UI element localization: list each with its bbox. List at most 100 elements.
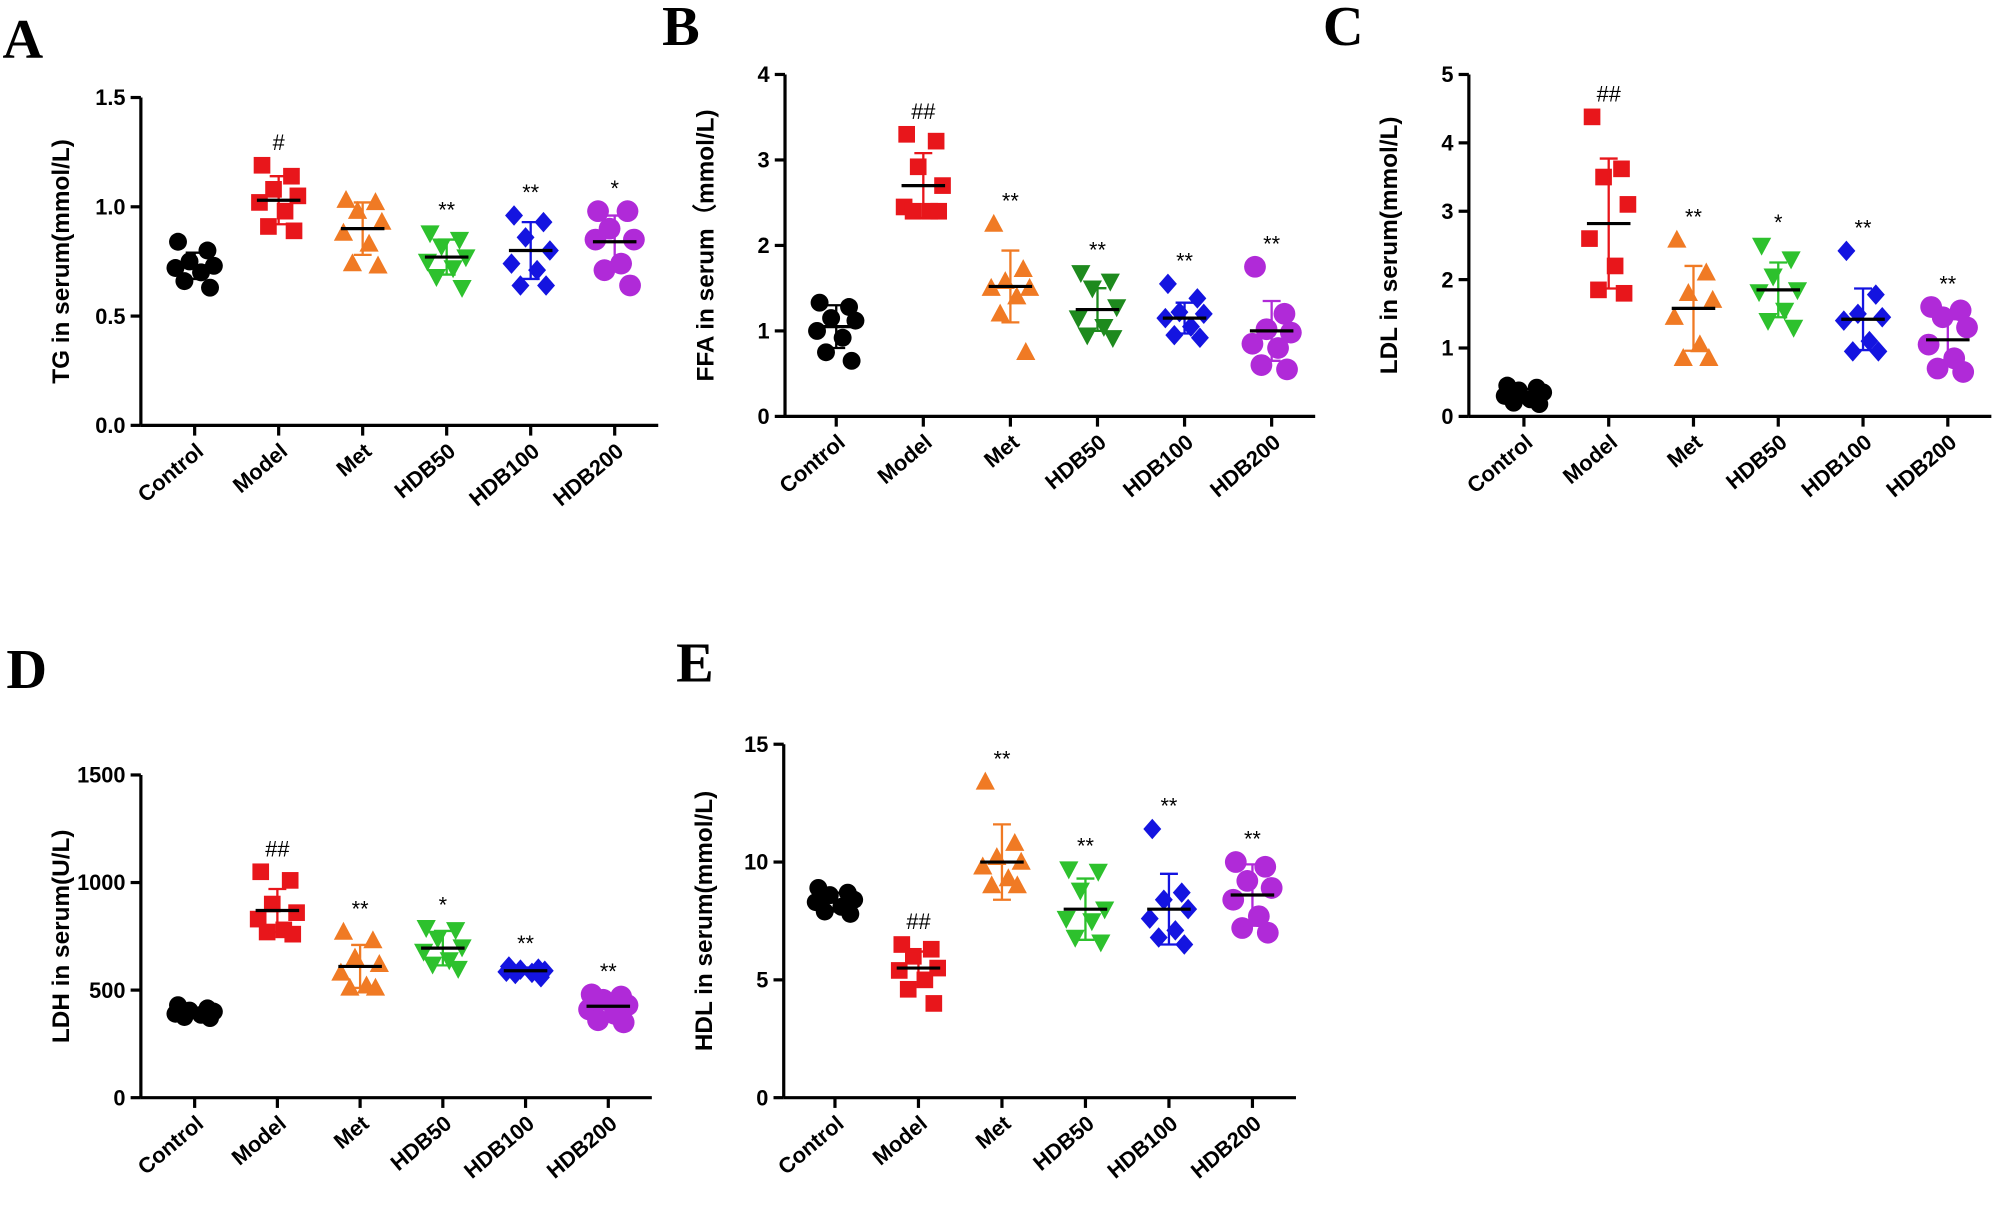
dot (201, 278, 219, 297)
y-axis-label: LDH in serum(U/L) (48, 830, 75, 1044)
y-tick-label: 0 (758, 404, 770, 429)
significance: ** (1685, 205, 1702, 230)
significance: ** (600, 959, 617, 984)
dot (446, 922, 466, 941)
dot (1843, 341, 1862, 362)
dot (365, 192, 386, 211)
dot (1784, 319, 1804, 338)
dot (842, 351, 861, 370)
dot (1149, 927, 1168, 948)
y-tick-label: 1500 (77, 763, 125, 788)
dot (251, 194, 268, 211)
dot (1082, 280, 1102, 299)
significance: ** (438, 198, 455, 223)
dot (1094, 318, 1114, 337)
x-tick-label: Model (227, 1111, 291, 1171)
significance: * (610, 176, 619, 201)
dot (175, 272, 194, 291)
y-tick-label: 2 (758, 233, 770, 258)
dot (166, 259, 185, 277)
dot (365, 977, 386, 996)
panel: C LDL in serum(mmol/L) 0 1 2 3 4 5 Control Model M… (1323, 0, 1992, 502)
dot (416, 920, 436, 938)
dot (276, 202, 294, 220)
dot (982, 875, 1002, 894)
dot (1279, 321, 1302, 344)
y-tick-label: 3 (758, 148, 770, 173)
dot (1088, 863, 1108, 882)
dot (1244, 255, 1266, 278)
dot (584, 228, 607, 251)
dot (1703, 289, 1723, 308)
x-tick-label: HDB200 (542, 1111, 622, 1184)
dot (1949, 299, 1972, 322)
dot (1165, 324, 1184, 346)
y-axis-label: HDL in serum(mmol/L) (691, 791, 718, 1051)
dot (345, 947, 365, 966)
dot (284, 925, 302, 943)
x-tick-label: Control (1462, 429, 1537, 498)
dot (249, 910, 267, 928)
y-tick-label: 500 (89, 978, 125, 1003)
dot (1917, 333, 1940, 356)
dot (1276, 358, 1298, 381)
significance: # (273, 130, 285, 155)
dot (990, 303, 1010, 322)
dot (808, 321, 826, 340)
x-tick-label: Control (773, 1111, 848, 1180)
dot (1590, 281, 1607, 299)
dot (1696, 262, 1716, 281)
dot (331, 962, 351, 981)
dot (593, 259, 616, 282)
dot (1140, 908, 1159, 929)
x-tick-label: Met (979, 429, 1024, 472)
dot (833, 328, 852, 347)
panel: D LDH in serum(U/L) 0 500 1000 1500 Control Mod… (6, 639, 652, 1184)
dot (587, 1009, 609, 1032)
significance: ** (1855, 216, 1872, 241)
dot (1070, 882, 1090, 901)
dot (1873, 306, 1892, 328)
dot (810, 293, 829, 312)
dot (904, 202, 922, 220)
dot (1613, 160, 1630, 178)
significance: ** (1077, 834, 1094, 859)
dot (420, 225, 440, 244)
significance: ** (993, 747, 1010, 772)
dot (1758, 312, 1778, 331)
dot (253, 156, 271, 174)
x-tick-label: HDB200 (548, 438, 628, 511)
significance: ## (265, 836, 289, 861)
x-tick-label: HDB50 (1028, 1111, 1099, 1176)
dot (426, 269, 447, 287)
panel-label: D (6, 639, 47, 701)
dot (1254, 855, 1277, 878)
dot (336, 189, 356, 208)
dot (443, 260, 463, 279)
dot (198, 241, 217, 260)
dot (1065, 929, 1085, 948)
x-tick-label: HDB50 (1721, 429, 1792, 494)
x-tick-label: HDB50 (1040, 429, 1111, 494)
significance: ** (1176, 249, 1193, 274)
significance: ** (1160, 794, 1177, 819)
dot (1068, 310, 1088, 329)
dot (1504, 393, 1523, 412)
y-axis-label: TG in serum(mmol/L) (48, 139, 75, 384)
panel: B FFA in serum（mmol/L) 0 1 2 3 4 Control Model Me… (662, 0, 1316, 502)
dot (984, 213, 1004, 232)
y-axis-label: FFA in serum（mmol/L) (692, 109, 719, 381)
dot (258, 923, 276, 941)
dot (1615, 284, 1633, 302)
dot (505, 205, 524, 226)
significance: ** (1244, 827, 1261, 852)
x-tick-label: HDB100 (1796, 429, 1876, 502)
x-tick-label: Met (971, 1111, 1016, 1154)
dot (1007, 286, 1027, 305)
x-tick-label: HDB50 (389, 438, 460, 503)
dot (283, 167, 300, 185)
dot (1667, 229, 1687, 248)
dot (898, 125, 915, 143)
significance: ** (1002, 189, 1019, 214)
